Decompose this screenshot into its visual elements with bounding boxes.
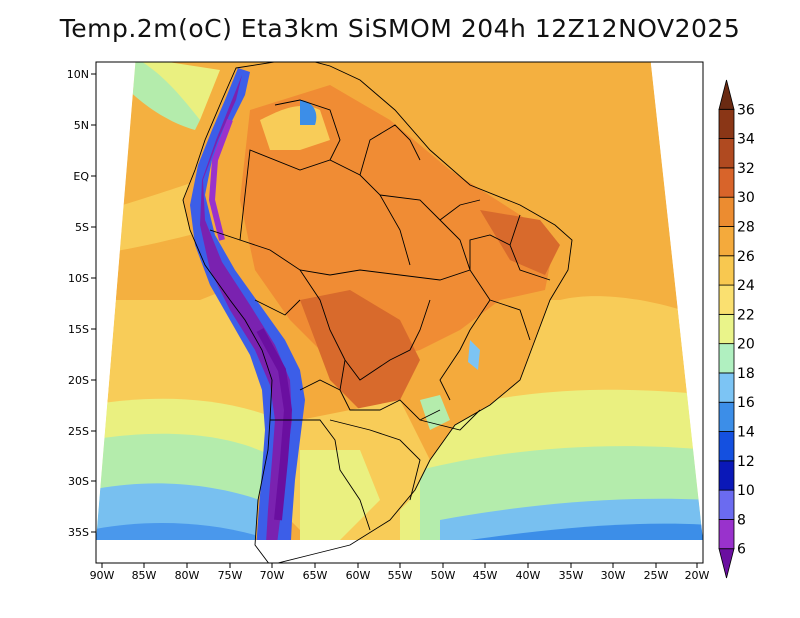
lat-tick-30s: 30S	[68, 475, 96, 488]
temperature-field	[96, 62, 703, 540]
svg-text:40W: 40W	[516, 569, 541, 582]
colorbar-segment	[718, 519, 735, 550]
colorbar-arrow-low	[718, 548, 735, 579]
lat-tick-5s: 5S	[75, 221, 96, 234]
lat-tick-15s: 15S	[68, 323, 96, 336]
lon-tick-20w: 20W	[685, 563, 710, 582]
colorbar-label: 34	[737, 132, 755, 148]
colorbar-segment	[718, 284, 735, 315]
lat-tick-25s: 25S	[68, 425, 96, 438]
colorbar-label: 26	[737, 249, 755, 265]
svg-text:30S: 30S	[68, 475, 89, 488]
lon-tick-85w: 85W	[132, 563, 157, 582]
svg-text:35S: 35S	[68, 526, 89, 539]
svg-text:55W: 55W	[388, 569, 413, 582]
svg-text:10N: 10N	[67, 68, 89, 81]
svg-text:5S: 5S	[75, 221, 89, 234]
colorbar-segment	[718, 196, 735, 227]
svg-text:10S: 10S	[68, 272, 89, 285]
lon-tick-60w: 60W	[346, 563, 371, 582]
colorbar-label: 14	[737, 425, 755, 441]
lat-tick-20s: 20S	[68, 374, 96, 387]
svg-text:20W: 20W	[685, 569, 710, 582]
svg-text:85W: 85W	[132, 569, 157, 582]
colorbar-segment	[718, 108, 735, 139]
lat-tick-10n: 10N	[67, 68, 96, 81]
svg-text:50W: 50W	[431, 569, 456, 582]
colorbar-label: 36	[737, 102, 755, 118]
colorbar-segment	[718, 255, 735, 286]
svg-text:60W: 60W	[346, 569, 371, 582]
colorbar-label: 8	[737, 512, 746, 528]
svg-text:80W: 80W	[175, 569, 200, 582]
svg-text:35W: 35W	[559, 569, 584, 582]
svg-text:70W: 70W	[260, 569, 285, 582]
svg-text:EQ: EQ	[73, 170, 89, 183]
svg-text:5N: 5N	[74, 119, 89, 132]
lat-tick-35s: 35S	[68, 526, 96, 539]
lon-tick-35w: 35W	[559, 563, 584, 582]
colorbar-segment	[718, 372, 735, 403]
colorbar-label: 24	[737, 278, 755, 294]
latitude-axis: 10N 5N EQ 5S 10S 15S 20S 25S 30S 35S	[67, 68, 96, 539]
lat-tick-10s: 10S	[68, 272, 96, 285]
colorbar-label: 30	[737, 190, 755, 206]
lon-tick-25w: 25W	[644, 563, 669, 582]
svg-text:90W: 90W	[90, 569, 115, 582]
country-borders	[182, 62, 573, 563]
colorbar-segment	[718, 167, 735, 198]
colorbar-label: 6	[737, 542, 746, 558]
colorbar-segment	[718, 343, 735, 374]
svg-text:25S: 25S	[68, 425, 89, 438]
svg-text:20S: 20S	[68, 374, 89, 387]
lon-tick-80w: 80W	[175, 563, 200, 582]
colorbar-label: 32	[737, 161, 755, 177]
svg-text:15S: 15S	[68, 323, 89, 336]
lon-tick-50w: 50W	[431, 563, 456, 582]
colorbar-segment	[718, 489, 735, 520]
colorbar-label: 20	[737, 337, 755, 353]
svg-text:30W: 30W	[601, 569, 626, 582]
lon-tick-65w: 65W	[303, 563, 328, 582]
colorbar-label: 10	[737, 483, 755, 499]
colorbar-segment	[718, 226, 735, 257]
colorbar: 6 8 10 12 14 16 18 20 22 24 26 28 30 32 34 36	[718, 79, 755, 579]
colorbar-segment	[718, 313, 735, 345]
svg-text:45W: 45W	[473, 569, 498, 582]
lat-tick-5n: 5N	[74, 119, 96, 132]
lon-tick-40w: 40W	[516, 563, 541, 582]
lat-tick-eq: EQ	[73, 170, 96, 183]
colorbar-arrow-high	[718, 79, 735, 110]
colorbar-label: 12	[737, 454, 755, 470]
svg-text:25W: 25W	[644, 569, 669, 582]
longitude-axis: 90W 85W 80W 75W 70W 65W 60W 55W 50W 45W …	[90, 563, 710, 582]
svg-text:65W: 65W	[303, 569, 328, 582]
lon-tick-55w: 55W	[388, 563, 413, 582]
colorbar-segment	[718, 431, 735, 462]
lon-tick-75w: 75W	[218, 563, 243, 582]
colorbar-segment	[718, 401, 735, 432]
colorbar-segment	[718, 460, 735, 491]
colorbar-label: 28	[737, 219, 755, 235]
lon-tick-30w: 30W	[601, 563, 626, 582]
lon-tick-70w: 70W	[260, 563, 285, 582]
map-title: Temp.2m(oC) Eta3km SiSMOM 204h 12Z12NOV2…	[59, 14, 741, 43]
colorbar-label: 22	[737, 307, 755, 323]
lon-tick-45w: 45W	[473, 563, 498, 582]
colorbar-segment	[718, 138, 735, 169]
lon-tick-90w: 90W	[90, 563, 115, 582]
colorbar-label: 18	[737, 366, 755, 382]
svg-text:75W: 75W	[218, 569, 243, 582]
colorbar-label: 16	[737, 395, 755, 411]
